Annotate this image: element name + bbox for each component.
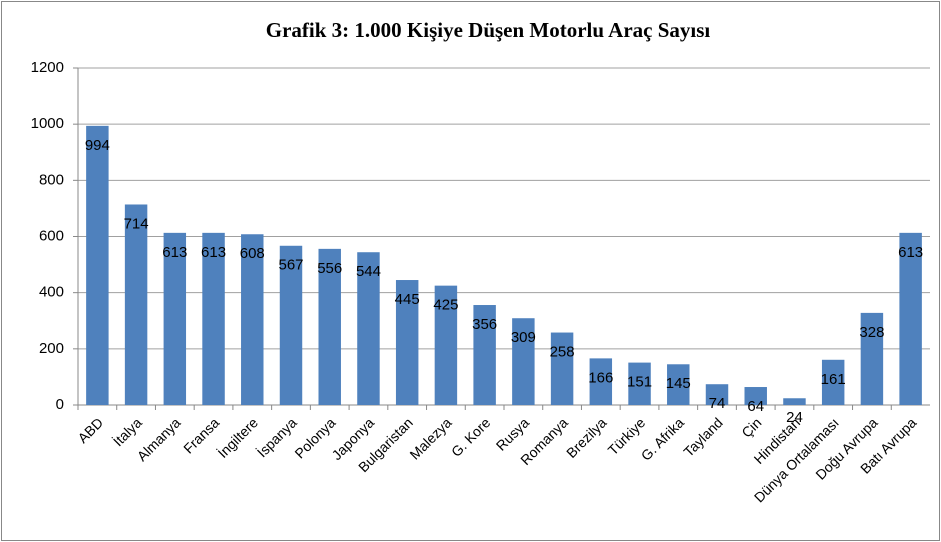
- value-label: 258: [550, 344, 575, 361]
- value-label: 74: [709, 395, 726, 412]
- bar: [550, 332, 574, 405]
- value-label: 24: [786, 409, 803, 426]
- y-tick-label: 200: [39, 340, 64, 357]
- bar: [667, 364, 690, 405]
- value-label: 145: [666, 375, 691, 392]
- y-tick-label: 0: [56, 396, 64, 413]
- bar: [279, 245, 303, 405]
- value-label: 556: [317, 260, 342, 277]
- bar: [628, 362, 651, 405]
- value-label: 445: [395, 291, 420, 308]
- value-label: 309: [511, 329, 536, 346]
- chart-title: Grafik 3: 1.000 Kişiye Düşen Motorlu Ara…: [266, 18, 711, 42]
- value-label: 166: [588, 369, 613, 386]
- bar: [86, 125, 109, 405]
- y-tick-label: 1000: [31, 115, 64, 132]
- value-label: 151: [627, 374, 652, 391]
- value-label: 425: [433, 297, 458, 314]
- y-tick-label: 600: [39, 227, 64, 244]
- bar: [318, 248, 341, 405]
- value-label: 608: [240, 245, 265, 262]
- value-label: 356: [472, 316, 497, 333]
- value-label: 544: [356, 263, 381, 280]
- value-label: 64: [747, 398, 764, 415]
- bar: [899, 232, 922, 405]
- bar: [744, 387, 767, 405]
- bar: [860, 312, 884, 405]
- bar: [124, 204, 148, 405]
- y-tick-label: 400: [39, 284, 64, 301]
- y-tick-label: 800: [39, 171, 64, 188]
- value-label: 161: [821, 371, 846, 388]
- value-label: 328: [859, 324, 884, 341]
- bar: [434, 285, 458, 405]
- bar: [473, 305, 496, 405]
- bar: [357, 252, 380, 405]
- bar: [202, 232, 225, 405]
- bar: [163, 232, 187, 405]
- bar: [589, 358, 613, 405]
- bar: [783, 398, 806, 405]
- bar: [395, 280, 419, 405]
- bar: [705, 384, 729, 405]
- value-label: 613: [162, 244, 187, 261]
- value-label: 994: [85, 137, 110, 154]
- bar: [241, 234, 264, 405]
- y-tick-label: 1200: [31, 59, 64, 76]
- bar: [821, 359, 845, 405]
- value-label: 613: [898, 244, 923, 261]
- value-label: 567: [278, 257, 303, 274]
- value-label: 613: [201, 244, 226, 261]
- bar: [512, 318, 535, 405]
- value-label: 714: [124, 215, 149, 232]
